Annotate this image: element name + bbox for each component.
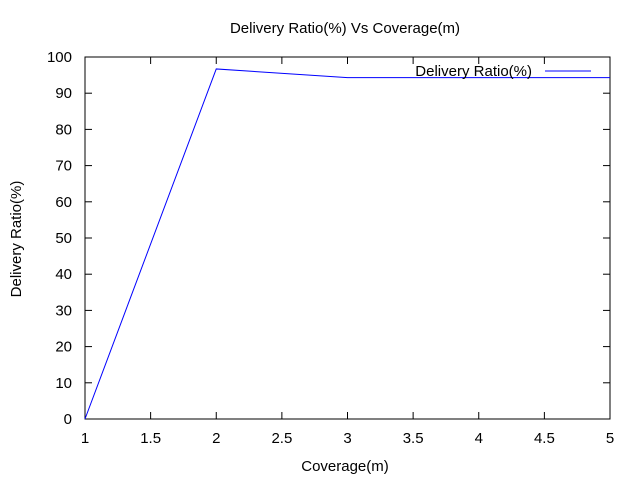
x-tick-label: 4.5 <box>534 430 555 447</box>
y-tick-label: 80 <box>55 121 72 138</box>
plot-frame <box>84 56 611 420</box>
data-point <box>347 77 348 78</box>
series-layer <box>84 68 611 420</box>
data-point <box>85 419 86 420</box>
x-tick-label: 3 <box>343 430 351 447</box>
y-tick-label: 100 <box>47 49 72 66</box>
x-tick-label: 2 <box>212 430 220 447</box>
y-tick-label: 30 <box>55 302 72 319</box>
x-tick-label: 1 <box>81 430 89 447</box>
x-tick-label: 5 <box>606 430 614 447</box>
y-tick-label: 20 <box>55 339 72 356</box>
y-axis: 0 10 20 30 40 50 60 70 80 90 100 <box>47 49 610 428</box>
legend: Delivery Ratio(%) <box>415 63 591 80</box>
x-tick-label: 1.5 <box>140 430 161 447</box>
chart-title: Delivery Ratio(%) Vs Coverage(m) <box>230 20 460 37</box>
data-point <box>610 77 611 78</box>
y-tick-label: 60 <box>55 194 72 211</box>
y-tick-label: 0 <box>64 411 72 428</box>
legend-label: Delivery Ratio(%) <box>415 63 532 80</box>
x-axis-title: Coverage(m) <box>301 458 389 475</box>
y-tick-label: 40 <box>55 266 72 283</box>
series-line <box>84 68 610 420</box>
x-axis: 1 1.5 2 2.5 3 3.5 4 4.5 5 <box>81 57 614 447</box>
y-axis-title: Delivery Ratio(%) <box>8 181 25 298</box>
x-tick-label: 3.5 <box>403 430 424 447</box>
y-tick-label: 10 <box>55 375 72 392</box>
y-tick-label: 70 <box>55 158 72 175</box>
data-point <box>216 68 217 69</box>
y-tick-label: 50 <box>55 230 72 247</box>
x-tick-label: 2.5 <box>271 430 292 447</box>
y-tick-label: 90 <box>55 85 72 102</box>
x-tick-label: 4 <box>475 430 483 447</box>
